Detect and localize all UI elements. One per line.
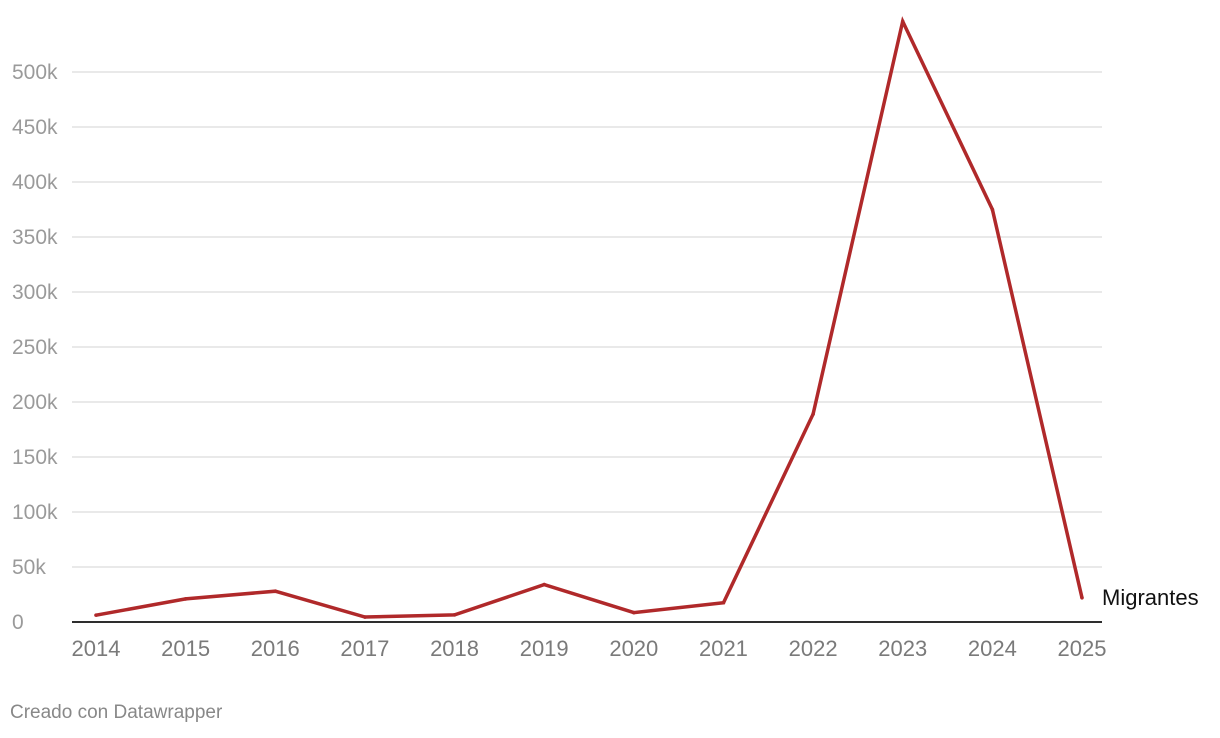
x-tick-label: 2022 [789, 636, 838, 661]
series-label: Migrantes [1102, 585, 1199, 610]
data-point [94, 613, 98, 617]
x-tick-label: 2015 [161, 636, 210, 661]
x-tick-label: 2020 [609, 636, 658, 661]
y-tick-label: 400k [12, 171, 58, 194]
series-group: Migrantes [94, 16, 1199, 619]
y-tick-label: 100k [12, 501, 58, 524]
x-tick-label: 2025 [1058, 636, 1107, 661]
x-axis: 2014 2015 2016 2017 2018 2019 2020 2021 2022 2023… [72, 636, 1107, 661]
y-tick-label: 200k [12, 391, 58, 414]
data-point [632, 610, 636, 615]
y-tick-label: 300k [12, 281, 58, 304]
gridlines [72, 71, 1102, 568]
x-tick-label: 2023 [878, 636, 927, 661]
x-tick-label: 2016 [251, 636, 300, 661]
y-tick-label: 500k [12, 61, 58, 84]
data-point [452, 613, 457, 617]
data-point [363, 615, 367, 619]
y-tick-label: 350k [12, 226, 58, 249]
y-tick-label: 250k [12, 336, 58, 359]
x-tick-label: 2017 [340, 636, 389, 661]
data-point [273, 589, 278, 593]
x-tick-label: 2018 [430, 636, 479, 661]
y-tick-label: 0 [12, 611, 24, 634]
data-point [542, 582, 546, 587]
y-axis: 0 50k 100k 150k 200k 250k 300k 350k 400k 450k 500k [12, 61, 1102, 634]
data-point [811, 412, 815, 416]
y-tick-label: 50k [12, 556, 46, 579]
x-tick-label: 2019 [520, 636, 569, 661]
x-tick-label: 2021 [699, 636, 748, 661]
data-point [900, 19, 905, 24]
y-tick-label: 450k [12, 116, 58, 139]
data-point [990, 207, 995, 212]
line-chart: 0 50k 100k 150k 200k 250k 300k 350k 400k 450k 500k… [12, 16, 1199, 661]
series-line [95, 16, 1084, 619]
x-tick-label: 2024 [968, 636, 1017, 661]
data-point [183, 597, 188, 601]
credit-text: Creado con Datawrapper [10, 702, 223, 723]
data-point [721, 600, 726, 605]
data-point [1080, 596, 1084, 600]
x-tick-label: 2014 [72, 636, 121, 661]
y-tick-label: 150k [12, 446, 58, 469]
